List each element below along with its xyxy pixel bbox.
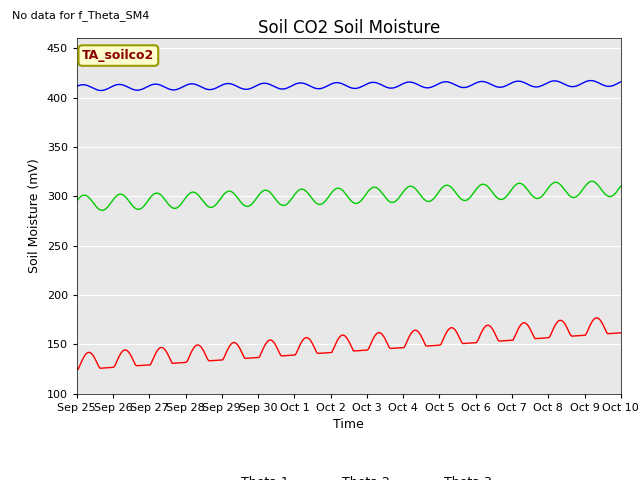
Y-axis label: Soil Moisture (mV): Soil Moisture (mV) [28,158,41,274]
Legend: Theta 1, Theta 2, Theta 3: Theta 1, Theta 2, Theta 3 [201,471,497,480]
X-axis label: Time: Time [333,418,364,431]
Title: Soil CO2 Soil Moisture: Soil CO2 Soil Moisture [258,19,440,37]
Text: No data for f_Theta_SM4: No data for f_Theta_SM4 [12,10,149,21]
Text: TA_soilco2: TA_soilco2 [82,49,154,62]
